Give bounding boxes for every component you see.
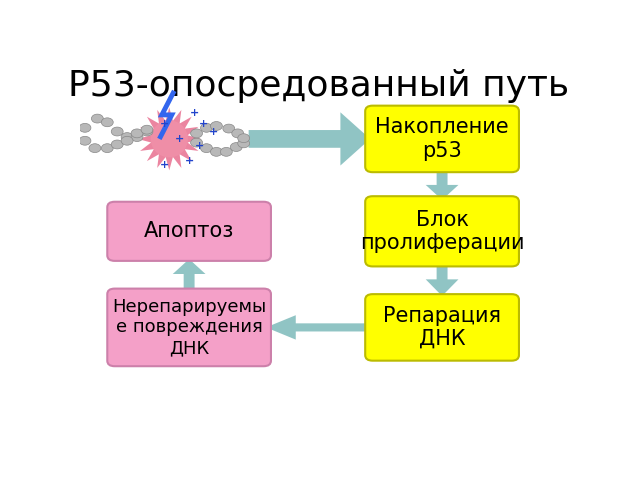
Text: Апоптоз: Апоптоз <box>144 221 234 241</box>
FancyBboxPatch shape <box>365 196 519 266</box>
Circle shape <box>101 144 113 153</box>
Text: +: + <box>195 141 204 151</box>
FancyBboxPatch shape <box>365 294 519 360</box>
Circle shape <box>111 127 123 136</box>
Text: +: + <box>175 134 184 144</box>
FancyArrow shape <box>266 315 370 340</box>
Text: +: + <box>189 108 198 118</box>
Text: +: + <box>184 156 194 166</box>
Text: +: + <box>160 119 169 129</box>
FancyArrow shape <box>426 259 458 296</box>
Circle shape <box>220 147 232 156</box>
FancyBboxPatch shape <box>108 288 271 366</box>
Circle shape <box>111 140 123 149</box>
Circle shape <box>237 134 250 143</box>
Circle shape <box>223 124 235 133</box>
Circle shape <box>191 129 202 138</box>
Circle shape <box>79 123 91 132</box>
Circle shape <box>232 129 244 138</box>
Text: Блок
пролиферации: Блок пролиферации <box>360 210 524 253</box>
Text: +: + <box>200 119 209 129</box>
Text: Накопление
р53: Накопление р53 <box>375 117 509 160</box>
Circle shape <box>191 138 202 147</box>
Circle shape <box>121 136 133 145</box>
Circle shape <box>92 114 103 123</box>
Circle shape <box>131 129 143 138</box>
Circle shape <box>237 139 250 148</box>
Circle shape <box>101 118 113 127</box>
FancyArrow shape <box>173 259 205 292</box>
Circle shape <box>211 121 222 131</box>
Text: Нерепарируемы
е повреждения
ДНК: Нерепарируемы е повреждения ДНК <box>112 298 266 357</box>
Circle shape <box>200 123 212 132</box>
Text: Репарация
ДНК: Репарация ДНК <box>383 306 501 349</box>
Text: +: + <box>160 160 169 170</box>
Text: Р53-опосредованный путь: Р53-опосредованный путь <box>67 69 569 103</box>
Polygon shape <box>138 108 201 170</box>
Circle shape <box>211 147 222 156</box>
FancyBboxPatch shape <box>365 106 519 172</box>
Circle shape <box>230 143 242 152</box>
Circle shape <box>121 132 133 142</box>
Circle shape <box>79 136 91 145</box>
FancyBboxPatch shape <box>108 202 271 261</box>
Circle shape <box>141 125 153 134</box>
FancyArrow shape <box>426 167 458 200</box>
Text: +: + <box>209 127 218 136</box>
Circle shape <box>131 132 143 142</box>
Circle shape <box>200 144 212 153</box>
Circle shape <box>141 127 153 136</box>
Circle shape <box>89 144 101 153</box>
FancyArrow shape <box>249 112 370 166</box>
Ellipse shape <box>150 120 188 157</box>
